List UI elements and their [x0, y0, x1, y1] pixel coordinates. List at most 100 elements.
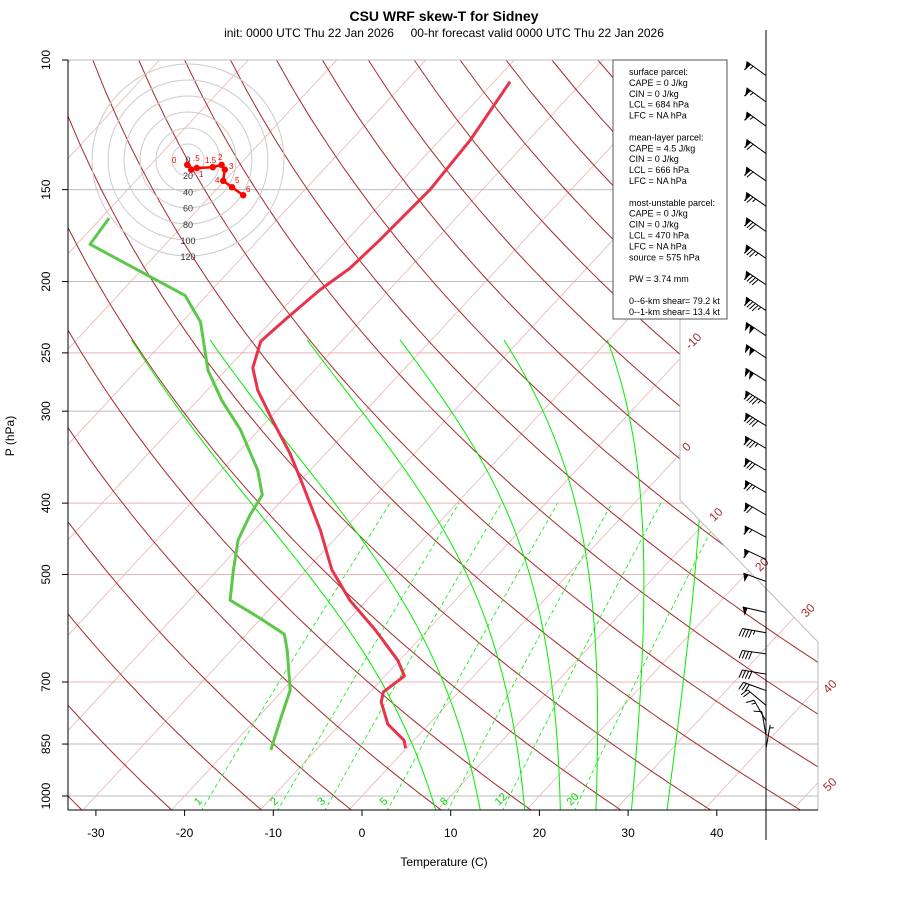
isotherm-line: [0, 44, 707, 815]
barb-half-feather: [758, 400, 761, 403]
barb-half-feather: [750, 66, 753, 69]
mixing-ratio-line: [277, 503, 459, 811]
barb-staff: [747, 139, 766, 153]
info-line: 0--6-km shear= 79.2 kt: [629, 296, 720, 306]
barb-staff: [747, 112, 766, 126]
wind-barb: [744, 112, 766, 126]
dry-adiabat-line: [185, 60, 900, 815]
hodograph-height-label: 4: [215, 176, 220, 185]
wind-barb: [743, 573, 766, 582]
info-line: surface parcel:: [629, 67, 688, 77]
wind-barb: [744, 61, 766, 75]
info-line: LCL = 470 hPa: [629, 231, 689, 241]
isotherm-label: 0: [679, 439, 694, 454]
barb-feather: [739, 629, 742, 637]
isotherm-line: [788, 44, 900, 815]
mixing-ratio-line: [387, 503, 558, 811]
moist-adiabat-line: [132, 340, 437, 812]
grid-lines: [0, 44, 900, 815]
hodograph-height-label: 3: [229, 162, 234, 171]
barb-staff: [745, 481, 766, 493]
hodograph-height-label: 0: [172, 156, 177, 165]
barb-staff: [748, 690, 766, 705]
hodograph-ring-label: 120: [180, 252, 195, 262]
hodograph-ring-label: 40: [183, 187, 193, 197]
dry-adiabat-line: [0, 60, 537, 815]
barb-staff: [745, 503, 766, 515]
wind-barb: [745, 322, 766, 335]
hodograph-ring-label: 60: [183, 204, 193, 214]
dry-adiabat-line: [277, 60, 900, 815]
moist-adiabat-line: [504, 340, 598, 812]
barb-half-feather: [758, 307, 761, 310]
hodograph-point: [188, 166, 194, 172]
isotherm-label: 40: [820, 677, 840, 697]
info-line: CIN = 0 J/kg: [629, 154, 679, 164]
barb-staff: [746, 167, 766, 181]
barb-feather: [745, 630, 748, 638]
info-line: CIN = 0 J/kg: [629, 220, 679, 230]
barb-feather: [749, 652, 752, 660]
chart-subtitle: init: 0000 UTC Thu 22 Jan 2026 00-hr for…: [224, 26, 664, 40]
barb-pennant: [745, 345, 750, 354]
moist-adiabat-line: [667, 340, 703, 812]
wind-barb: [744, 549, 766, 559]
info-line: most-unstable parcel:: [629, 198, 715, 208]
x-tick-label: -10: [265, 826, 283, 840]
barb-staff: [744, 549, 766, 559]
hodograph-height-label: .5: [193, 154, 200, 163]
barb-feather: [748, 672, 751, 680]
info-line: CIN = 0 J/kg: [629, 89, 679, 99]
wind-barb: [744, 192, 766, 206]
wind-barb: [744, 413, 766, 426]
wind-barbs: [739, 30, 774, 840]
wind-barb: [741, 690, 766, 705]
barb-pennant: [745, 322, 750, 331]
barb-half-feather: [750, 93, 753, 96]
y-tick-label: 250: [39, 343, 53, 363]
wind-barb: [744, 271, 766, 285]
mixing-ratio-label: 2: [268, 795, 281, 808]
wind-barb: [744, 436, 766, 448]
barb-feather: [745, 651, 748, 659]
info-line: LFC = NA hPa: [629, 111, 687, 121]
mixing-ratio-line: [502, 503, 661, 811]
mixing-ratio-label: 20: [565, 791, 582, 808]
moist-adiabat-line: [400, 340, 560, 812]
wind-barb: [744, 88, 766, 102]
isotherm-line: [0, 44, 263, 815]
hodograph-ring-label: 80: [183, 220, 193, 230]
info-line: mean-layer parcel:: [629, 132, 704, 142]
barb-half-feather: [749, 530, 752, 533]
x-tick-label: 10: [444, 826, 458, 840]
info-line: 0--1-km shear= 13.4 kt: [629, 307, 720, 317]
y-tick-label: 850: [39, 734, 53, 754]
wind-barb: [745, 345, 766, 358]
barb-feather: [742, 651, 745, 659]
wind-barb: [754, 711, 766, 735]
mixing-ratio-label: 1: [192, 795, 205, 808]
wind-barb: [744, 245, 766, 258]
barb-staff: [746, 271, 766, 284]
isotherm-line: [256, 44, 900, 815]
hodograph-height-label: 2: [218, 153, 223, 162]
temperature-line: [253, 82, 510, 749]
info-line: LCL = 666 hPa: [629, 165, 689, 175]
wind-barb: [744, 297, 766, 311]
dry-adiabat-line: [782, 60, 900, 815]
wind-barb: [744, 218, 766, 232]
barb-half-feather: [755, 253, 758, 256]
dry-adiabat-line: [0, 60, 267, 815]
barb-feather: [748, 630, 751, 638]
wind-barb: [744, 391, 766, 404]
isotherm-label: -10: [682, 330, 704, 352]
isotherm-line: [167, 44, 884, 815]
hodograph-height-label: 6: [246, 185, 251, 194]
y-tick-label: 100: [39, 50, 53, 70]
info-line: LFC = NA hPa: [629, 241, 687, 251]
moist-adiabat-line: [307, 340, 525, 812]
